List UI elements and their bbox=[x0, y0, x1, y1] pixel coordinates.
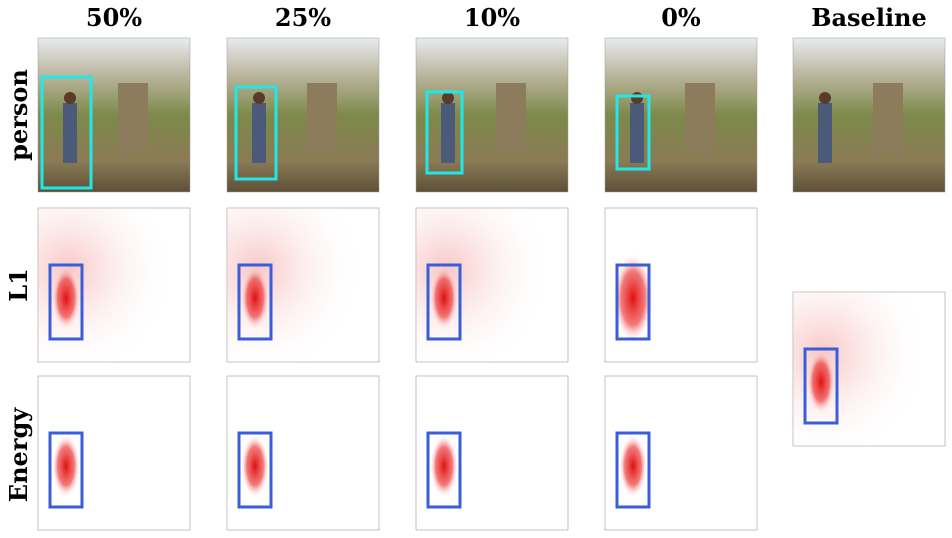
person-head bbox=[442, 92, 454, 104]
column-header: 10% bbox=[464, 3, 520, 32]
column-header: 25% bbox=[275, 3, 331, 32]
person-figure bbox=[63, 103, 77, 163]
person-figure bbox=[818, 103, 832, 163]
person-head bbox=[64, 92, 76, 104]
heat-blob bbox=[430, 434, 458, 498]
panels bbox=[37, 37, 946, 531]
heat-blob bbox=[619, 434, 647, 498]
heat-blob bbox=[52, 434, 80, 498]
object-box bbox=[48, 263, 84, 341]
object-box bbox=[803, 347, 839, 425]
object-box bbox=[426, 263, 462, 341]
object-box bbox=[615, 431, 651, 509]
heat-blob bbox=[241, 266, 269, 330]
heat-blob bbox=[613, 253, 653, 343]
heat-blob bbox=[430, 266, 458, 330]
wall bbox=[496, 83, 526, 153]
object-box bbox=[237, 431, 273, 509]
detection-box bbox=[425, 90, 464, 175]
wall bbox=[307, 83, 337, 153]
object-box bbox=[48, 431, 84, 509]
heat-blob bbox=[241, 434, 269, 498]
wall bbox=[118, 83, 148, 153]
wall bbox=[873, 83, 903, 153]
photo bbox=[37, 37, 191, 193]
row-label: L1 bbox=[4, 268, 33, 302]
column-header: Baseline bbox=[811, 3, 927, 32]
person-head bbox=[631, 92, 643, 104]
photo bbox=[226, 37, 380, 193]
heat-blob bbox=[807, 350, 835, 414]
wall bbox=[685, 83, 715, 153]
labels: 50% 25% 10% 0% Baseline person L1 Energy bbox=[4, 3, 927, 502]
photo bbox=[415, 37, 569, 193]
column-header: 50% bbox=[86, 3, 142, 32]
column-header: 0% bbox=[661, 3, 701, 32]
object-box bbox=[237, 263, 273, 341]
heat-blob bbox=[52, 266, 80, 330]
photo bbox=[792, 37, 946, 193]
detection-box bbox=[40, 75, 93, 190]
person-figure bbox=[630, 103, 644, 163]
person-head bbox=[819, 92, 831, 104]
row-label: Energy bbox=[4, 407, 33, 502]
person-head bbox=[253, 92, 265, 104]
object-box bbox=[615, 263, 651, 341]
person-figure bbox=[441, 103, 455, 163]
row-label: person bbox=[4, 69, 33, 161]
detection-box bbox=[615, 94, 651, 171]
person-figure bbox=[252, 103, 266, 163]
object-box bbox=[426, 431, 462, 509]
detection-box bbox=[234, 85, 278, 181]
